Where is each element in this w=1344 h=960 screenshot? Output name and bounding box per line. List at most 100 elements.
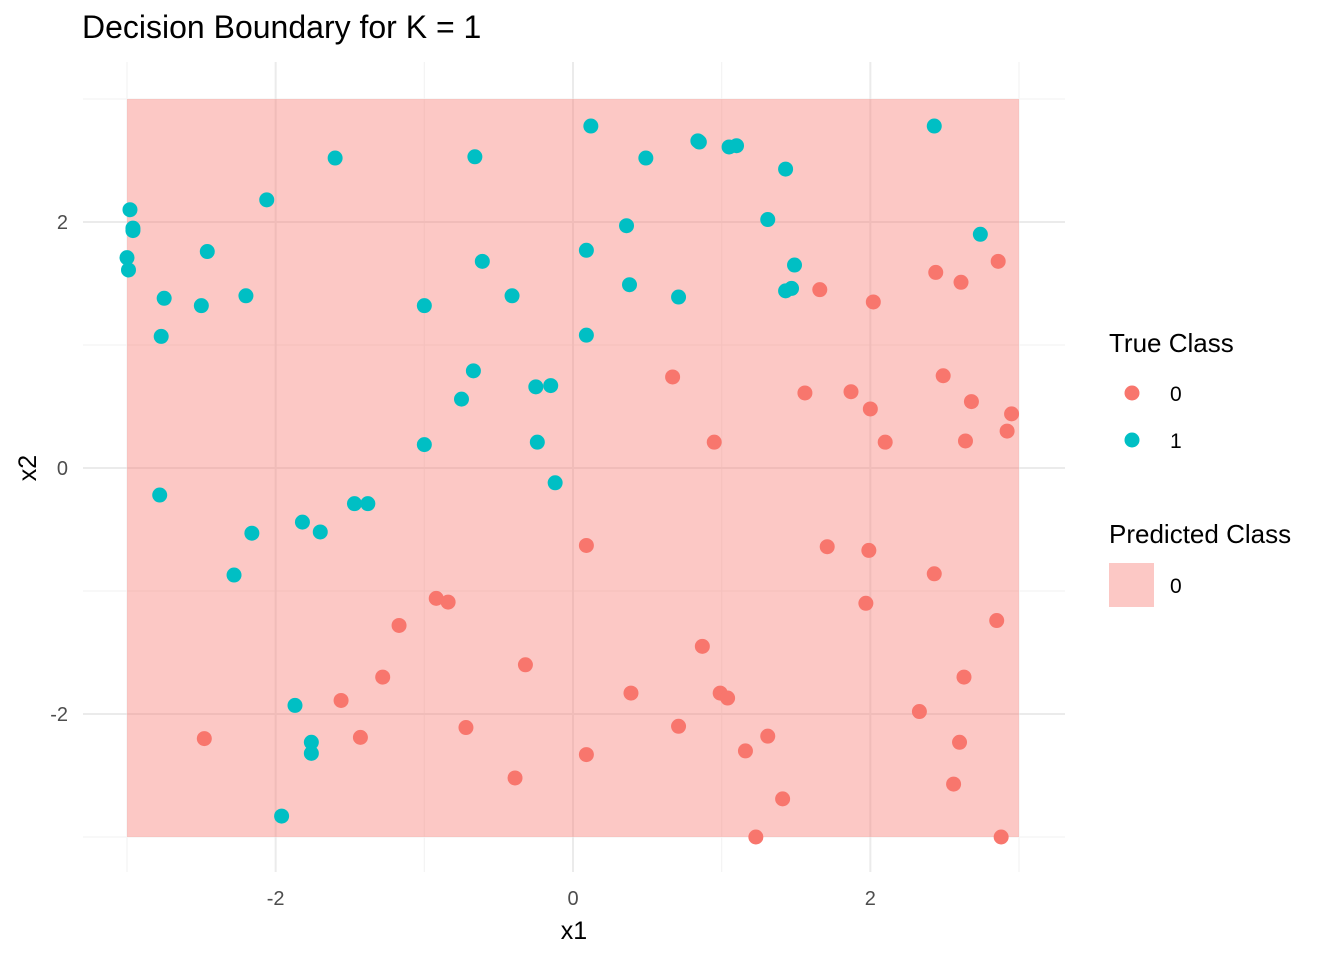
data-point-class-1	[346, 496, 362, 512]
data-point-class-1	[784, 280, 800, 296]
data-point-class-0	[748, 829, 764, 845]
data-point-class-1	[760, 212, 776, 228]
data-point-class-1	[122, 202, 138, 218]
data-point-class-1	[303, 745, 319, 761]
data-point-class-1	[193, 298, 209, 314]
data-point-class-1	[238, 288, 254, 304]
data-point-class-0	[999, 423, 1015, 439]
data-point-class-1	[416, 298, 432, 314]
data-point-class-1	[303, 734, 319, 750]
data-point-class-1	[199, 244, 215, 260]
data-point-class-1	[156, 290, 172, 306]
data-point-class-0	[694, 638, 710, 654]
data-point-class-1	[119, 250, 135, 266]
legend-title-true-class: True Class	[1109, 328, 1234, 358]
y-tick-label: 2	[57, 212, 68, 234]
data-point-class-1	[465, 363, 481, 379]
data-point-class-0	[333, 692, 349, 708]
data-point-class-1	[543, 378, 559, 394]
data-point-class-0	[928, 264, 944, 280]
data-point-class-0	[865, 294, 881, 310]
data-point-class-0	[989, 613, 1005, 629]
legend-key-true-0	[1124, 385, 1140, 401]
data-point-class-1	[259, 192, 275, 208]
data-point-class-0	[953, 274, 969, 290]
data-point-class-1	[528, 379, 544, 395]
data-point-class-1	[474, 253, 490, 269]
data-point-class-1	[244, 525, 260, 541]
legend-label-true-1: 1	[1170, 430, 1182, 453]
data-point-class-0	[956, 669, 972, 685]
predicted-region-class-0	[127, 99, 1019, 837]
data-point-class-0	[797, 385, 813, 401]
data-point-class-0	[440, 594, 456, 610]
data-point-class-1	[287, 697, 303, 713]
data-point-class-1	[638, 150, 654, 166]
data-point-class-1	[787, 257, 803, 273]
data-point-class-1	[619, 218, 635, 234]
data-point-class-1	[504, 288, 520, 304]
tick-labels: -2 0 2 -2 0 2	[50, 212, 876, 910]
legend-key-true-1	[1124, 432, 1140, 448]
data-point-class-0	[706, 434, 722, 450]
data-point-class-0	[428, 590, 444, 606]
data-point-class-1	[274, 808, 290, 824]
legend-label-true-0: 0	[1170, 383, 1182, 406]
data-point-class-1	[294, 514, 310, 530]
data-point-class-0	[623, 685, 639, 701]
data-point-class-0	[993, 829, 1009, 845]
data-point-class-1	[578, 327, 594, 343]
grid-lines	[83, 62, 1065, 872]
data-point-class-0	[775, 791, 791, 807]
data-point-class-0	[911, 704, 927, 720]
data-point-class-0	[1004, 406, 1020, 422]
data-point-class-0	[196, 731, 212, 747]
data-point-class-0	[720, 690, 736, 706]
data-point-class-1	[454, 391, 469, 407]
legend: True Class 0 1 Predicted Class 0	[1109, 328, 1291, 607]
data-points	[119, 118, 1020, 845]
legend-label-predicted-0: 0	[1170, 575, 1182, 598]
data-point-class-1	[729, 138, 745, 154]
data-point-class-1	[312, 524, 328, 540]
data-point-class-0	[957, 433, 973, 449]
data-point-class-0	[352, 729, 368, 745]
data-point-class-1	[671, 289, 687, 305]
data-point-class-1	[152, 487, 168, 503]
chart-title: Decision Boundary for K = 1	[82, 9, 481, 45]
data-point-class-1	[578, 242, 594, 258]
data-point-class-1	[226, 567, 242, 583]
data-point-class-0	[858, 595, 874, 611]
data-point-class-0	[391, 617, 407, 633]
data-point-class-0	[819, 539, 835, 555]
data-point-class-1	[360, 496, 376, 512]
data-point-class-1	[125, 223, 141, 239]
data-point-class-1	[120, 262, 136, 278]
data-point-class-0	[671, 718, 687, 734]
data-point-class-0	[578, 537, 594, 553]
data-point-class-0	[760, 728, 776, 744]
data-point-class-1	[972, 226, 988, 242]
data-point-class-1	[621, 277, 637, 293]
data-point-class-1	[778, 161, 794, 177]
data-point-class-0	[737, 743, 753, 759]
data-point-class-0	[458, 720, 474, 736]
data-point-class-0	[578, 747, 594, 763]
legend-key-predicted-0	[1109, 563, 1154, 607]
data-point-class-1	[547, 475, 563, 491]
data-point-class-0	[862, 401, 878, 417]
y-tick-label: 0	[57, 458, 68, 480]
data-point-class-0	[935, 368, 951, 384]
data-point-class-0	[963, 394, 979, 410]
data-point-class-1	[926, 118, 942, 134]
legend-title-predicted-class: Predicted Class	[1109, 519, 1291, 549]
data-point-class-1	[529, 434, 545, 450]
y-axis-title: x2	[14, 455, 42, 481]
data-point-class-0	[812, 282, 828, 298]
data-point-class-0	[375, 669, 391, 685]
x-axis-title: x1	[561, 917, 587, 945]
data-point-class-0	[926, 566, 942, 582]
data-point-class-1	[583, 118, 599, 134]
data-point-class-1	[467, 149, 483, 165]
